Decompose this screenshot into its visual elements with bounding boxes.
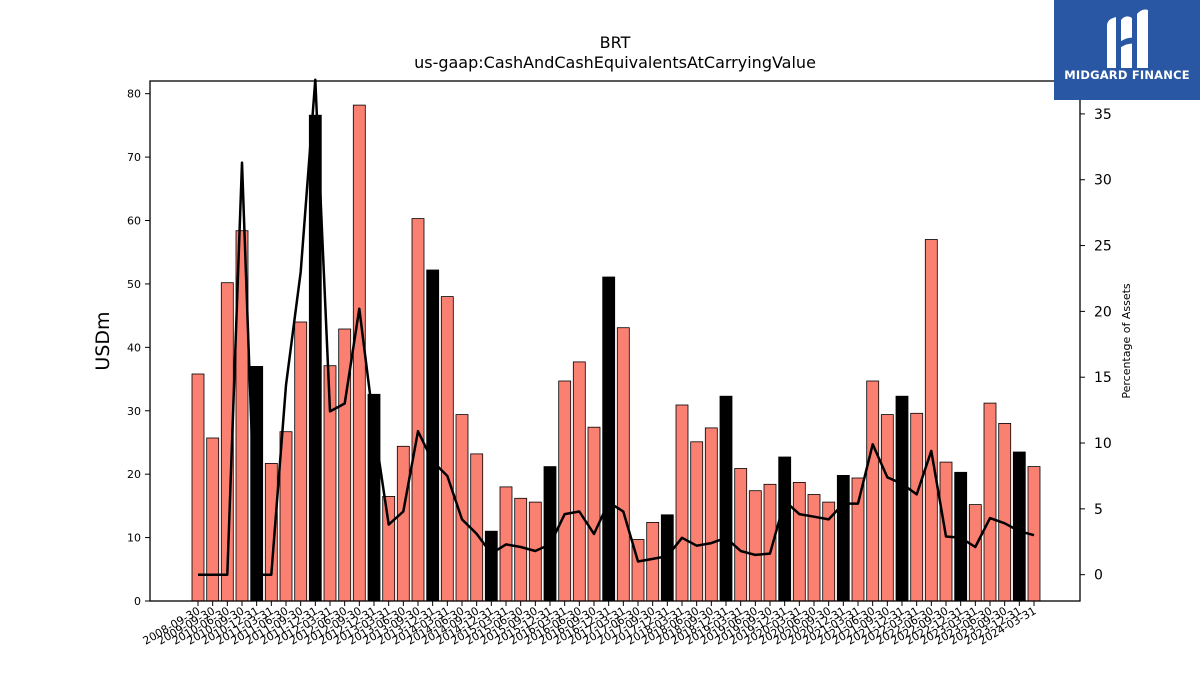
bar bbox=[396, 445, 410, 602]
bar bbox=[822, 501, 836, 602]
y-axis-label: USDm bbox=[92, 311, 114, 370]
y2-tick-label: 25 bbox=[1094, 239, 1112, 255]
y-tick-label: 60 bbox=[127, 215, 141, 228]
y-tick-label: 40 bbox=[127, 341, 141, 354]
bar bbox=[880, 414, 894, 602]
logo-mark-icon bbox=[1107, 9, 1148, 68]
bar bbox=[895, 395, 909, 602]
bar bbox=[587, 426, 601, 602]
bar bbox=[866, 380, 880, 602]
bar bbox=[734, 468, 748, 602]
logo-name: MIDGARD FINANCE bbox=[1064, 68, 1190, 82]
bar bbox=[484, 530, 498, 602]
bar bbox=[675, 404, 689, 602]
y2-tick-label: 30 bbox=[1094, 173, 1112, 189]
y-tick-label: 10 bbox=[127, 532, 141, 545]
bar bbox=[558, 380, 572, 602]
bar bbox=[998, 422, 1012, 602]
y-tick-label: 50 bbox=[127, 278, 141, 291]
bar bbox=[807, 494, 821, 602]
y-tick-label: 0 bbox=[134, 595, 141, 608]
right-axis: 0 5 10 15 20 25 30 35 bbox=[1080, 107, 1112, 584]
bar bbox=[440, 296, 454, 602]
bar bbox=[690, 441, 704, 602]
bar bbox=[191, 373, 205, 602]
bar bbox=[514, 497, 528, 602]
y2-tick-label: 15 bbox=[1094, 370, 1112, 386]
bar bbox=[792, 481, 806, 602]
percentage-line bbox=[198, 78, 1035, 576]
x-axis: 2008-09-302009-09-302010-06-302010-09-30… bbox=[141, 601, 1039, 648]
chart-title: BRT bbox=[600, 33, 631, 52]
bar bbox=[1012, 451, 1026, 602]
bar bbox=[206, 437, 220, 602]
y2-tick-label: 20 bbox=[1094, 304, 1112, 320]
bar bbox=[851, 477, 865, 602]
y-tick-label: 80 bbox=[127, 88, 141, 101]
plot-frame bbox=[149, 80, 1081, 602]
y2-tick-label: 35 bbox=[1094, 107, 1112, 123]
bar bbox=[778, 456, 792, 602]
bar bbox=[704, 427, 718, 602]
company-logo: MIDGARD FINANCE bbox=[1054, 0, 1200, 100]
bar bbox=[748, 490, 762, 602]
y-tick-label: 70 bbox=[127, 151, 141, 164]
left-axis: 0 10 20 30 40 50 60 70 80 bbox=[127, 88, 150, 608]
bar bbox=[924, 239, 938, 602]
y2-tick-label: 5 bbox=[1094, 502, 1103, 518]
bar bbox=[382, 495, 396, 602]
bar bbox=[616, 327, 630, 602]
bar bbox=[968, 504, 982, 602]
bar bbox=[719, 395, 733, 602]
bar bbox=[470, 453, 484, 602]
bar bbox=[836, 474, 850, 602]
bar bbox=[910, 412, 924, 602]
y-tick-label: 20 bbox=[127, 468, 141, 481]
bar bbox=[983, 402, 997, 602]
chart-subtitle: us-gaap:CashAndCashEquivalentsAtCarrying… bbox=[414, 53, 816, 72]
y2-axis-label: Percentage of Assets bbox=[1120, 283, 1133, 399]
y-tick-label: 30 bbox=[127, 405, 141, 418]
bar bbox=[352, 104, 366, 602]
bar bbox=[426, 269, 440, 602]
bar bbox=[411, 218, 425, 602]
bar bbox=[646, 522, 660, 602]
bar bbox=[294, 321, 308, 602]
bar bbox=[602, 276, 616, 602]
y2-tick-label: 10 bbox=[1094, 436, 1112, 452]
bar bbox=[572, 361, 586, 602]
bar bbox=[279, 431, 293, 602]
y2-tick-label: 0 bbox=[1094, 568, 1103, 584]
